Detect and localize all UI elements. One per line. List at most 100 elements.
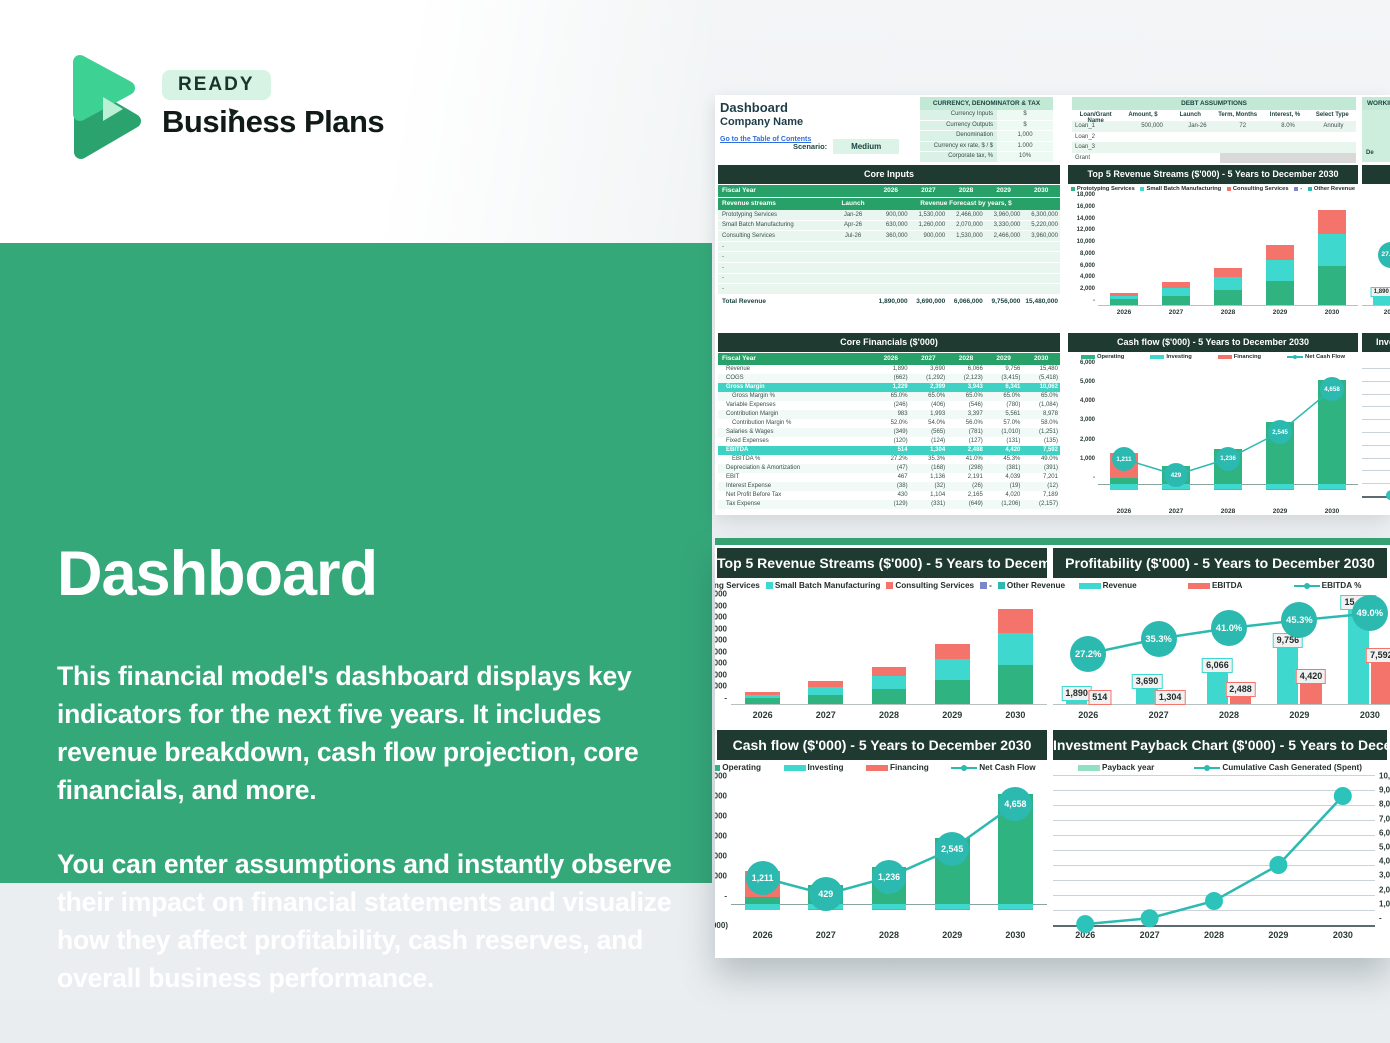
debt-cell [1129,153,1174,164]
financial-value: 7,189 [1042,492,1058,498]
x-axis-labels: 2026 2027 2028 2029 2030 [1053,705,1390,720]
legend-label: EBITDA % [1321,581,1362,590]
financial-row: Contribution Margin % 52.0% 54.0% 56.0% … [718,419,1060,428]
chart-legend: Prototyping Services Small Batch Manufact… [1068,184,1358,194]
revenue-stream-row: Small Batch Manufacturing Apr-26 630,000… [718,220,1060,232]
debt-cell [1175,132,1220,143]
legend-swatch-icon [765,582,773,589]
financial-value: (246) [893,402,908,408]
legend-swatch-icon [1194,766,1221,769]
financial-value: (12) [1047,483,1058,489]
y-tick: 1,000 [1079,455,1095,462]
financial-row: EBITDA 514 1,304 2,488 4,420 7,592 [718,446,1060,455]
financial-value: (1,206) [1001,501,1021,507]
y-tick: 2,000 [1079,436,1095,443]
legend-item: Revenue [1078,581,1137,590]
x-tick: 2026 [752,930,773,940]
financial-value: (565) [931,429,946,435]
y-tick: 14,000 [715,612,727,622]
financial-value: 2,399 [930,384,946,390]
brand-name: Business Plans [162,104,385,139]
scenario-selector[interactable]: Medium [833,139,900,154]
legend-item: Investing [1150,354,1192,360]
revenue-chart-top: Top 5 Revenue Streams ($'000) - 5 Years … [1068,165,1358,316]
debt-row: Loan_3 [1072,142,1356,153]
y-tick: 12,000 [1076,227,1095,234]
legend-swatch-icon [1293,584,1320,587]
financial-value: 49.0% [1040,456,1058,462]
negative-y-tick: (1,000) [715,921,728,930]
x-tick: 2026 [752,710,773,720]
revenue-stream-row: Consulting Services Jul-26 360,000 900,0… [718,231,1060,242]
financial-label: Net Profit Before Tax [726,492,782,498]
y-tick: 8,000 [715,647,727,657]
financial-value: 56.0% [965,420,983,426]
y-tick: 4,000 [1079,274,1095,281]
y-tick: 3,000 [1379,870,1390,880]
x-tick: 2028 [1220,508,1236,515]
debt-cell: 72 [1239,123,1247,129]
financial-value: 4,420 [1005,447,1021,453]
x-tick: 2027 [1168,309,1184,316]
legend-item: - [980,581,992,590]
legend-label: Net Cash Flow [1305,354,1345,360]
chart-title: Top 5 Revenue Streams ($'000) - 5 Years … [1068,165,1358,184]
debt-cell [1220,152,1266,163]
toc-link[interactable]: Go to the Table of Contents [720,136,812,143]
working-capital-title: WORKING CAPITAL [1362,97,1390,110]
currency-row-value: 1,000 [997,131,1053,141]
x-tick: 2030 [1324,309,1340,316]
legend-item: Net Cash Flow [951,763,1036,772]
x-tick: 2027 [1168,508,1184,515]
fiscal-year: 2030 [1033,187,1049,194]
financial-value: 6,066 [967,366,983,372]
financial-row: Contribution Margin 983 1,993 3,397 5,56… [718,410,1060,419]
chart-legend: Prototyping Services Small Batch Manufact… [715,578,1065,593]
legend-swatch-icon [1226,187,1231,191]
fiscal-year: 2026 [883,355,899,362]
stream-name: - [722,254,724,261]
legend-swatch-icon [1294,187,1299,191]
stream-value: 3,960,000 [993,211,1021,218]
legend-label: Investing [1166,354,1192,360]
financial-row: Gross Margin % 65.0% 65.0% 65.0% 65.0% 6… [718,392,1060,401]
y-tick: 9,000 [1379,785,1390,795]
financial-row: Fixed Expenses (120) (124) (127) (131) (… [718,437,1060,446]
debt-header-cell: Interest, % [1269,112,1301,118]
financial-value: (1,251) [1038,429,1058,435]
payback-chart-bottom: Investment Payback Chart ($'000) - 5 Yea… [1053,730,1390,940]
legend-item: Payback year [1077,763,1154,772]
y-tick: 10,000 [715,635,727,645]
revenue-stream-row: - [718,241,1060,253]
currency-row-label: Currency Outputs [920,120,998,131]
y-tick: 6,000 [715,658,727,668]
total-revenue-label: Total Revenue [722,297,766,305]
debt-headers: Loan/Grant Name Amount, $ Launch Term, Mont… [1072,110,1356,124]
currency-row-value: 10% [997,152,1053,162]
financial-value: (1,084) [1038,402,1058,408]
stream-value: 5,220,000 [1031,222,1058,229]
hero-paragraph-2: You can enter assumptions and instantly … [57,849,672,993]
y-tick: 3,000 [715,831,727,841]
financial-label: Variable Expenses [726,402,776,408]
financial-label: Revenue [726,366,751,372]
x-tick: 2030 [1359,710,1380,720]
debt-cell [1129,132,1174,143]
y-axis-ticks: 18,000 16,000 14,000 12,000 10,000 8,000 6,000… [1068,192,1098,306]
financial-value: 1,104 [930,492,946,498]
stream-value: 2,466,000 [993,232,1021,239]
financial-value: (349) [893,429,908,435]
y-tick: 2,000 [1379,885,1390,895]
debt-header-cell: Loan/Grant Name [1079,112,1112,124]
financial-value: 2,165 [967,492,983,498]
chart-title: Cash flow ($'000) - 5 Years to December … [717,730,1047,760]
financial-value: (662) [893,375,908,381]
financial-row: EBIT 467 1,136 2,191 4,039 7,201 [718,473,1060,482]
financial-value: (1,292) [926,375,946,381]
financial-value: (781) [968,429,983,435]
legend-swatch-icon [783,764,806,771]
y-tick: - [724,693,727,703]
chart-title: Cash flow ($'000) - 5 Years to December … [1068,333,1358,352]
stream-name: Small Batch Manufacturing [722,222,794,229]
fiscal-year-row: Fiscal Year 2026 2027 2028 2029 2030 [718,185,1060,197]
